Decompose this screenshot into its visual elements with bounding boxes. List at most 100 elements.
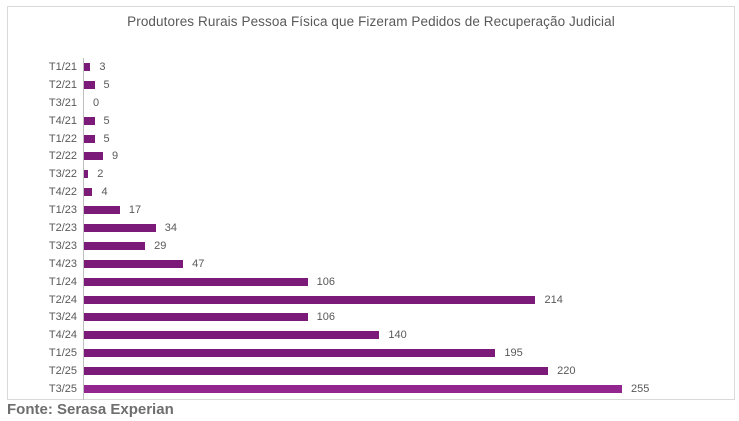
bar	[84, 62, 91, 71]
value-label: 34	[164, 221, 177, 234]
chart-row: T1/25 195	[8, 344, 734, 362]
value-label: 2	[97, 168, 104, 181]
bar-zone: 220	[84, 362, 734, 380]
bar-zone: 2	[84, 165, 734, 183]
bar-zone: 140	[84, 326, 734, 344]
category-label: T4/22	[48, 186, 77, 199]
chart-row: T3/21 0	[8, 94, 734, 112]
value-label: 0	[93, 96, 100, 109]
bar-zone: 34	[84, 219, 734, 237]
value-label: 140	[388, 329, 407, 342]
bar	[84, 223, 156, 232]
chart-row: T2/24 214	[8, 291, 734, 309]
chart-row: T1/22 5	[8, 130, 734, 148]
bar	[84, 367, 549, 376]
value-label: 106	[316, 311, 335, 324]
value-label: 220	[557, 365, 576, 378]
value-label: 255	[631, 382, 650, 395]
bar	[84, 331, 380, 340]
plot-area: T1/21 3 T2/21 5 T3/21 0 T4/21 5 T1/22 5 T2/22 9 T3/2…	[8, 58, 734, 398]
value-label: 5	[103, 78, 110, 91]
value-label: 214	[544, 293, 563, 306]
category-label: T2/21	[48, 78, 77, 91]
bar	[84, 206, 120, 215]
bar-zone: 29	[84, 237, 734, 255]
bar	[84, 170, 89, 179]
category-label: T3/23	[48, 239, 77, 252]
bar	[84, 241, 146, 250]
chart-frame: Produtores Rurais Pessoa Física que Fize…	[7, 6, 735, 400]
value-label: 47	[192, 257, 205, 270]
chart-row: T4/22 4	[8, 183, 734, 201]
category-label: T2/22	[48, 150, 77, 163]
value-label: 5	[103, 114, 110, 127]
category-label: T3/21	[48, 96, 77, 109]
bar	[84, 152, 103, 161]
category-label: T1/21	[48, 60, 77, 73]
chart-row: T2/21 5	[8, 76, 734, 94]
category-label: T1/25	[48, 347, 77, 360]
bar-zone: 0	[84, 94, 734, 112]
value-label: 5	[103, 132, 110, 145]
bar-zone: 106	[84, 308, 734, 326]
bar-zone: 9	[84, 147, 734, 165]
bar-zone: 5	[84, 76, 734, 94]
category-label: T3/24	[48, 311, 77, 324]
bar	[84, 313, 308, 322]
bar-zone: 47	[84, 255, 734, 273]
category-label: T2/25	[48, 365, 77, 378]
category-label: T4/24	[48, 329, 77, 342]
bar-zone: 255	[84, 380, 734, 398]
bar-zone: 106	[84, 273, 734, 291]
chart-row: T3/25 255	[8, 380, 734, 398]
category-label: T2/24	[48, 293, 77, 306]
chart-row: T1/24 106	[8, 273, 734, 291]
source-note: Fonte: Serasa Experian	[7, 401, 174, 418]
bar	[84, 277, 308, 286]
category-label: T3/22	[48, 168, 77, 181]
category-label: T2/23	[48, 221, 77, 234]
value-label: 3	[99, 60, 106, 73]
bar	[84, 80, 95, 89]
category-label: T4/23	[48, 257, 77, 270]
chart-row: T1/23 17	[8, 201, 734, 219]
value-axis-line	[83, 58, 84, 400]
category-label: T1/24	[48, 275, 77, 288]
category-label: T1/22	[48, 132, 77, 145]
bar-zone: 4	[84, 183, 734, 201]
bar	[84, 349, 496, 358]
chart-row: T2/22 9	[8, 147, 734, 165]
value-label: 106	[316, 275, 335, 288]
bar	[84, 295, 536, 304]
chart-row: T4/23 47	[8, 255, 734, 273]
bar	[84, 259, 184, 268]
value-label: 195	[504, 347, 523, 360]
category-label: T3/25	[48, 382, 77, 395]
chart-row: T4/21 5	[8, 112, 734, 130]
category-label: T4/21	[48, 114, 77, 127]
chart-row: T2/25 220	[8, 362, 734, 380]
bar-zone: 195	[84, 344, 734, 362]
bar-zone: 5	[84, 112, 734, 130]
value-label: 17	[128, 204, 142, 217]
chart-row: T3/22 2	[8, 165, 734, 183]
bar	[84, 134, 95, 143]
chart-row: T3/24 106	[8, 308, 734, 326]
bar	[84, 384, 622, 393]
value-label: 4	[101, 186, 108, 199]
bar-zone: 17	[84, 201, 734, 219]
value-label: 9	[111, 150, 119, 163]
bar	[84, 116, 95, 125]
chart-row: T1/21 3	[8, 58, 734, 76]
chart-row: T3/23 29	[8, 237, 734, 255]
bar	[84, 188, 93, 197]
bar-zone: 214	[84, 291, 734, 309]
bar-zone: 3	[84, 58, 734, 76]
category-label: T1/23	[48, 204, 77, 217]
bar-zone: 5	[84, 130, 734, 148]
value-label: 29	[154, 239, 167, 252]
chart-row: T2/23 34	[8, 219, 734, 237]
chart-title: Produtores Rurais Pessoa Física que Fize…	[127, 14, 615, 29]
chart-row: T4/24 140	[8, 326, 734, 344]
